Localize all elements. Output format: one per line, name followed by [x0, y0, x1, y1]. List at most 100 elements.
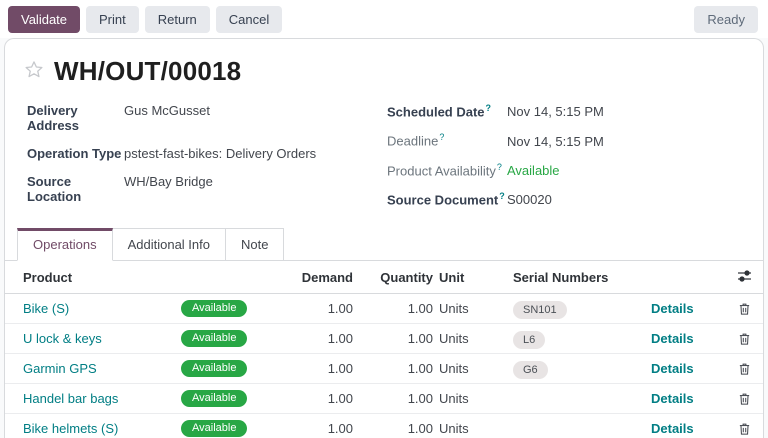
delete-row-button[interactable] [725, 420, 763, 438]
field-label: Source Document? [387, 190, 505, 208]
delete-row-button[interactable] [725, 300, 763, 318]
help-icon: ? [439, 132, 445, 143]
availability-badge: Available [181, 360, 248, 378]
serial-cell: L6 [507, 331, 645, 350]
demand-cell[interactable]: 1.00 [327, 331, 353, 347]
details-link[interactable]: Details [651, 301, 694, 317]
col-header-product[interactable]: Product [23, 269, 73, 285]
trash-icon[interactable] [736, 390, 753, 408]
details-link[interactable]: Details [651, 421, 694, 437]
product-link[interactable]: Handel bar bags [23, 391, 119, 407]
quantity-cell[interactable]: 1.00 [407, 391, 433, 407]
availability-badge: Available [181, 390, 248, 408]
quantity-cell[interactable]: 1.00 [407, 421, 433, 437]
demand-cell[interactable]: 1.00 [327, 391, 353, 407]
quantity-cell[interactable]: 1.00 [407, 361, 433, 377]
print-button[interactable]: Print [86, 5, 139, 33]
validate-button[interactable]: Validate [8, 5, 81, 33]
col-header-demand[interactable]: Demand [301, 269, 353, 285]
cancel-button[interactable]: Cancel [215, 5, 283, 33]
tab-note[interactable]: Note [226, 228, 285, 262]
product-cell: Handel bar bags Available [23, 390, 253, 408]
product-cell: Garmin GPS Available [23, 360, 253, 378]
field-operation-type: Operation Type pstest-fast-bikes: Delive… [27, 146, 385, 161]
source-location-value[interactable]: WH/Bay Bridge [124, 174, 213, 189]
field-scheduled-date: Scheduled Date? Nov 14, 5:15 PM [387, 103, 743, 119]
unit-cell: Units [439, 301, 469, 317]
page-title[interactable]: WH/OUT/00018 [54, 56, 242, 86]
operations-table-body: Bike (S) Available 1.00 1.00 Units SN101… [5, 294, 763, 438]
source-document-value[interactable]: S00020 [507, 192, 552, 208]
trash-icon[interactable] [736, 300, 753, 318]
unit-cell: Units [439, 421, 469, 437]
product-cell: Bike helmets (S) Available [23, 420, 253, 438]
delete-row-button[interactable] [725, 360, 763, 378]
quantity-cell[interactable]: 1.00 [407, 301, 433, 317]
details-link[interactable]: Details [651, 361, 694, 377]
details-link[interactable]: Details [651, 391, 694, 407]
delivery-address-value[interactable]: Gus McGusset [124, 103, 210, 118]
details-link[interactable]: Details [651, 331, 694, 347]
field-label: Operation Type [27, 146, 122, 161]
col-header-serial-numbers[interactable]: Serial Numbers [513, 269, 609, 285]
scheduled-date-value[interactable]: Nov 14, 5:15 PM [507, 104, 604, 120]
operation-type-value[interactable]: pstest-fast-bikes: Delivery Orders [124, 146, 317, 161]
product-cell: U lock & keys Available [23, 330, 253, 348]
table-row: Bike (S) Available 1.00 1.00 Units SN101… [5, 294, 763, 325]
product-cell: Bike (S) Available [23, 300, 253, 318]
help-icon: ? [485, 103, 492, 113]
field-product-availability: Product Availability? Available [387, 162, 743, 178]
deadline-value[interactable]: Nov 14, 5:15 PM [507, 133, 604, 149]
status-badge-ready[interactable]: Ready [694, 5, 758, 33]
serial-cell: G6 [507, 361, 645, 380]
field-label: Product Availability? [387, 161, 502, 178]
serial-cell: SN101 [507, 301, 645, 320]
availability-badge: Available [181, 330, 248, 348]
trash-icon[interactable] [736, 360, 753, 378]
field-source-document: Source Document? S00020 [387, 191, 743, 207]
field-group: Delivery Address Gus McGusset Operation … [5, 93, 763, 220]
field-label: Deadline? [387, 132, 445, 149]
title-row: WH/OUT/00018 [5, 39, 763, 93]
serial-tag[interactable]: SN101 [513, 301, 567, 320]
delete-row-button[interactable] [725, 390, 763, 408]
serial-tag[interactable]: L6 [513, 331, 546, 350]
action-buttons: Validate Print Return Cancel [8, 5, 283, 33]
product-link[interactable]: Garmin GPS [23, 361, 97, 377]
product-link[interactable]: U lock & keys [23, 331, 102, 347]
product-link[interactable]: Bike (S) [23, 301, 70, 317]
quantity-cell[interactable]: 1.00 [407, 331, 433, 347]
field-delivery-address: Delivery Address Gus McGusset [27, 103, 385, 133]
demand-cell[interactable]: 1.00 [327, 301, 353, 317]
availability-badge: Available [181, 420, 248, 438]
star-outline-icon [23, 59, 45, 84]
return-button[interactable]: Return [144, 5, 210, 33]
serial-tag[interactable]: G6 [513, 361, 548, 380]
field-column-left: Delivery Address Gus McGusset Operation … [27, 103, 385, 220]
tab-additional-info[interactable]: Additional Info [112, 228, 226, 262]
unit-cell: Units [439, 391, 469, 407]
product-link[interactable]: Bike helmets (S) [23, 421, 119, 437]
trash-icon[interactable] [736, 330, 753, 348]
help-icon: ? [499, 190, 505, 201]
availability-badge: Available [181, 300, 248, 318]
unit-cell: Units [439, 331, 469, 347]
col-header-quantity[interactable]: Quantity [380, 269, 433, 285]
unit-cell: Units [439, 361, 469, 377]
demand-cell[interactable]: 1.00 [327, 361, 353, 377]
table-row: Garmin GPS Available 1.00 1.00 Units G6 … [5, 354, 763, 385]
table-row: U lock & keys Available 1.00 1.00 Units … [5, 324, 763, 355]
product-availability-value: Available [507, 162, 560, 178]
delete-row-button[interactable] [725, 330, 763, 348]
field-label: Delivery Address [27, 103, 80, 133]
demand-cell[interactable]: 1.00 [327, 421, 353, 437]
col-header-unit[interactable]: Unit [439, 269, 465, 285]
table-row: Bike helmets (S) Available 1.00 1.00 Uni… [5, 414, 763, 438]
field-deadline: Deadline? Nov 14, 5:15 PM [387, 132, 743, 148]
column-sliders-icon [737, 269, 752, 286]
optional-columns-button[interactable] [725, 269, 763, 286]
trash-icon[interactable] [736, 420, 753, 438]
field-label: Source Location [27, 174, 82, 204]
favorite-star-button[interactable] [23, 59, 45, 84]
tab-operations[interactable]: Operations [17, 228, 113, 262]
